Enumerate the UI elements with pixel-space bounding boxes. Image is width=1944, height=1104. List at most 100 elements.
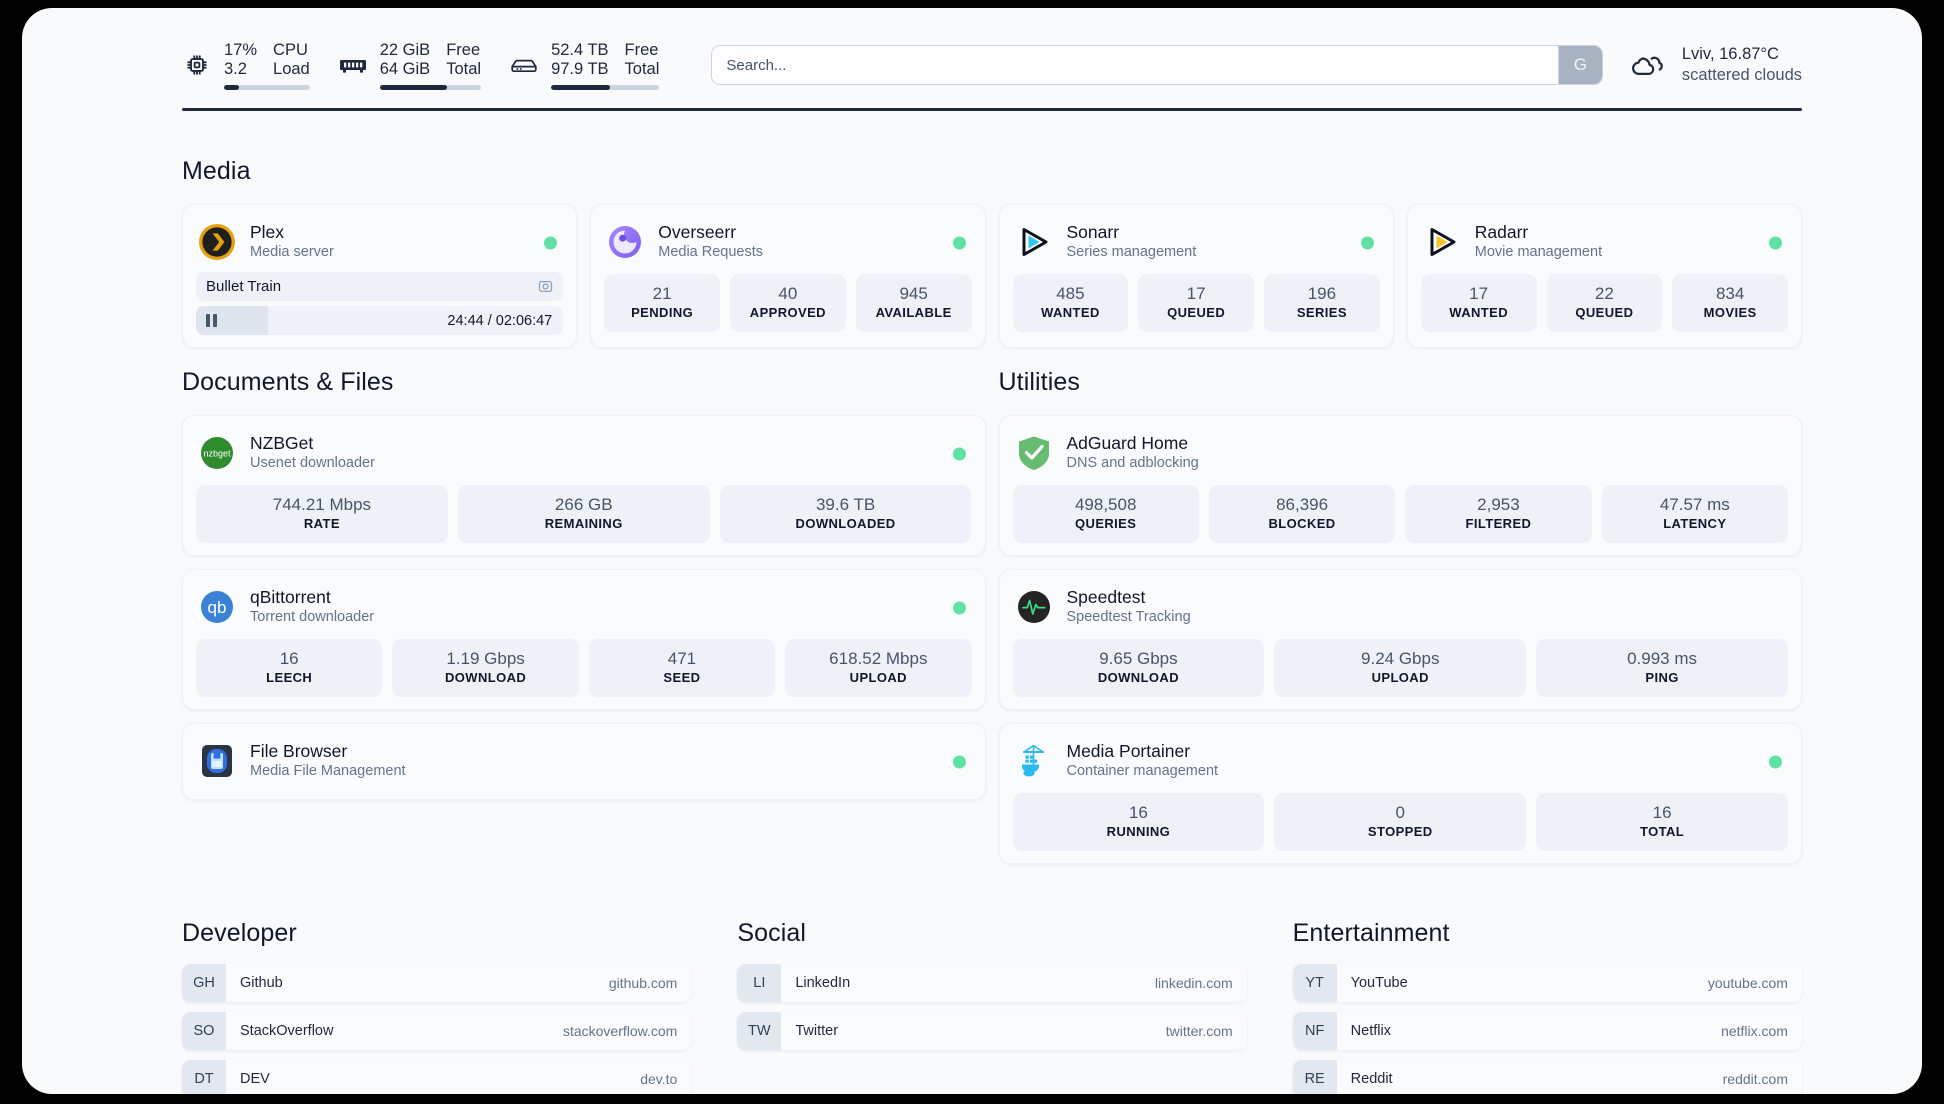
svg-text:nzbget: nzbget xyxy=(203,448,231,458)
stat-label: TOTAL xyxy=(1640,824,1685,839)
service-card-speedtest[interactable]: Speedtest Speedtest Tracking 9.65 Gbps D… xyxy=(998,569,1802,710)
stat-label: LATENCY xyxy=(1663,516,1727,531)
radarr-name: Radarr xyxy=(1474,222,1529,242)
bookmark-item-linkedin[interactable]: LI LinkedIn linkedin.com xyxy=(737,964,1247,1002)
bookmark-item-stackoverflow[interactable]: SO StackOverflow stackoverflow.com xyxy=(182,1012,692,1050)
disk-stat-group: 52.4 TB 97.9 TB Free Total xyxy=(509,40,660,90)
stat-box: 21 PENDING xyxy=(604,274,720,332)
stat-value: 834 xyxy=(1715,284,1745,303)
overseerr-stats: 21 PENDING 40 APPROVED 945 AVAILABLE xyxy=(604,274,972,332)
stat-label: WANTED xyxy=(1449,305,1508,320)
speedtest-card-header: Speedtest Speedtest Tracking xyxy=(1013,582,1789,633)
memory-free: 22 GiB xyxy=(379,40,431,59)
stat-label: APPROVED xyxy=(749,305,826,320)
search-area: G xyxy=(711,45,1603,85)
qbittorrent-name: qBittorrent xyxy=(250,587,331,607)
qbittorrent-stats: 16 LEECH 1.19 Gbps DOWNLOAD 471 SEED 618… xyxy=(196,639,972,697)
bookmark-item-github[interactable]: GH Github github.com xyxy=(182,964,692,1002)
service-card-nzbget[interactable]: nzbget NZBGet Usenet downloader 744.21 M… xyxy=(182,415,986,556)
plex-progress-bar[interactable]: 24:44 / 02:06:47 xyxy=(196,306,564,335)
stat-box: 9.65 Gbps DOWNLOAD xyxy=(1012,639,1265,697)
service-card-radarr[interactable]: Radarr Movie management 17 WANTED 22 QUE… xyxy=(1406,204,1802,348)
cpu-stat-group: 17% 3.2 CPU Load xyxy=(182,41,310,90)
stat-label: LEECH xyxy=(266,670,313,685)
bookmark-item-reddit[interactable]: RE Reddit reddit.com xyxy=(1292,1060,1802,1094)
cast-icon[interactable] xyxy=(538,279,553,294)
stat-box: 17 QUEUED xyxy=(1138,274,1254,332)
stat-label: DOWNLOAD xyxy=(1097,670,1179,685)
bookmark-url: twitter.com xyxy=(1165,1023,1233,1039)
filebrowser-name: File Browser xyxy=(250,741,348,761)
bookmark-group-social: Social LI LinkedIn linkedin.com TW Twitt… xyxy=(737,919,1247,1094)
bookmark-group-developer: Developer GH Github github.com SO StackO… xyxy=(182,919,692,1094)
search-box[interactable]: G xyxy=(711,45,1603,85)
nzbget-desc: Usenet downloader xyxy=(250,455,375,471)
adguard-name: AdGuard Home xyxy=(1066,433,1189,453)
bookmark-group-entertainment: Entertainment YT YouTube youtube.com NF … xyxy=(1292,919,1802,1094)
stat-box: 17 WANTED xyxy=(1420,274,1537,332)
memory-stat-group: 22 GiB 64 GiB Free Total xyxy=(338,40,482,90)
filebrowser-status-dot xyxy=(952,755,966,768)
nzbget-icon: nzbget xyxy=(198,434,236,472)
stat-label: DOWNLOADED xyxy=(795,516,896,531)
search-provider-button[interactable]: G xyxy=(1557,46,1602,84)
stat-box: 744.21 Mbps RATE xyxy=(196,485,448,543)
plex-desc: Media server xyxy=(250,244,334,260)
bookmark-item-dev[interactable]: DT DEV dev.to xyxy=(182,1060,692,1094)
portainer-name: Media Portainer xyxy=(1066,741,1191,761)
radarr-desc: Movie management xyxy=(1474,244,1603,260)
disk-free: 52.4 TB xyxy=(551,40,609,59)
bookmark-item-youtube[interactable]: YT YouTube youtube.com xyxy=(1292,964,1802,1002)
bookmark-name: StackOverflow xyxy=(240,1023,334,1039)
service-card-adguard[interactable]: AdGuard Home DNS and adblocking 498,508 … xyxy=(998,415,1802,556)
bookmark-item-twitter[interactable]: TW Twitter twitter.com xyxy=(737,1012,1247,1050)
stat-value: 40 xyxy=(778,284,798,303)
service-card-portainer[interactable]: Media Portainer Container management 16 … xyxy=(998,723,1802,864)
stat-value: 16 xyxy=(1652,803,1672,822)
stat-value: 0.993 ms xyxy=(1627,649,1698,668)
stat-label: UPLOAD xyxy=(849,670,907,685)
speedtest-desc: Speedtest Tracking xyxy=(1066,609,1191,625)
plex-time-display: 24:44 / 02:06:47 xyxy=(447,312,553,329)
filebrowser-icon xyxy=(198,742,236,780)
cpu-percent: 17% xyxy=(224,40,258,59)
service-card-plex[interactable]: Plex Media server Bullet Train 24:44 / 0… xyxy=(182,204,578,348)
nzbget-status-dot xyxy=(952,447,966,460)
stat-box: 498,508 QUERIES xyxy=(1012,485,1199,543)
stat-value: 22 xyxy=(1594,284,1614,303)
stat-label: WANTED xyxy=(1041,305,1100,320)
service-card-overseerr[interactable]: Overseerr Media Requests 21 PENDING 40 A… xyxy=(590,204,986,348)
portainer-stats: 16 RUNNING 0 STOPPED 16 TOTAL xyxy=(1012,793,1789,851)
stat-box: 618.52 Mbps UPLOAD xyxy=(785,639,972,697)
bookmark-name: DEV xyxy=(240,1071,270,1087)
qbittorrent-icon: qb xyxy=(198,588,236,626)
section-title-utilities: Utilities xyxy=(998,368,1080,396)
service-card-filebrowser[interactable]: File Browser Media File Management xyxy=(182,723,986,800)
stat-label: BLOCKED xyxy=(1268,516,1336,531)
memory-label-line2: Total xyxy=(446,59,482,78)
memory-label-line1: Free xyxy=(446,40,481,59)
memory-usage-bar xyxy=(379,84,482,90)
qbittorrent-status-dot xyxy=(952,601,966,614)
bookmark-abbr: TW xyxy=(737,1012,782,1050)
column-utilities: Utilities AdGuard Home DNS and adblockin… xyxy=(998,368,1802,877)
plex-now-playing-bar: Bullet Train xyxy=(196,272,564,301)
radarr-stats: 17 WANTED 22 QUEUED 834 MOVIES xyxy=(1420,274,1788,332)
cpu-labels: CPU Load xyxy=(273,41,310,79)
media-cards-row: Plex Media server Bullet Train 24:44 / 0… xyxy=(182,204,1802,348)
stat-label: SEED xyxy=(663,670,701,685)
stat-box: 471 SEED xyxy=(588,639,776,697)
service-card-qbittorrent[interactable]: qb qBittorrent Torrent downloader 16 LEE… xyxy=(182,569,986,710)
stat-value: 2,953 xyxy=(1477,495,1520,514)
service-card-sonarr[interactable]: Sonarr Series management 485 WANTED 17 Q… xyxy=(998,204,1394,348)
column-documents: Documents & Files nzbget NZBGet Usenet d… xyxy=(182,368,986,877)
bookmark-abbr: YT xyxy=(1292,964,1337,1002)
stat-value: 0 xyxy=(1395,803,1405,822)
pause-icon[interactable] xyxy=(206,314,217,327)
bookmark-item-netflix[interactable]: NF Netflix netflix.com xyxy=(1292,1012,1802,1050)
speedtest-name: Speedtest xyxy=(1066,587,1146,607)
qbittorrent-card-header: qb qBittorrent Torrent downloader xyxy=(196,582,972,633)
section-title-media: Media xyxy=(182,157,251,185)
search-input[interactable] xyxy=(712,46,1558,84)
stat-value: 485 xyxy=(1056,284,1085,303)
